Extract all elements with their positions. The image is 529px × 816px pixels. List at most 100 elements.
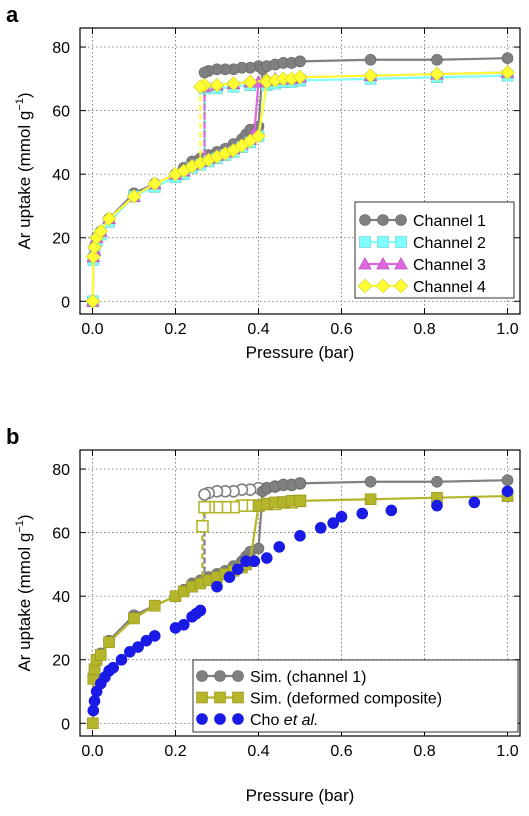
- panel-b-x-tick-label: 0.8: [413, 743, 435, 760]
- panel-b-y-tick-label: 0: [61, 716, 70, 733]
- series-sim-deformed-composite-desorption-point: [198, 500, 211, 514]
- series-sim-deformed-composite-desorption-point: [196, 519, 209, 533]
- series-channel-4-adsorption-point: [126, 189, 142, 204]
- legend-label: Channel 3: [413, 257, 486, 274]
- legend-entry-channel-3: Channel 3: [358, 257, 486, 274]
- legend-marker: [395, 236, 407, 248]
- series-cho-et-al-point: [501, 485, 514, 498]
- series-sim-deformed-composite: [87, 490, 514, 730]
- legend-marker: [394, 257, 408, 270]
- panel-b-y-tick-label: 40: [52, 589, 70, 606]
- legend-marker: [358, 257, 372, 270]
- panel-a-x-tick-label: 0.4: [247, 321, 269, 338]
- panel-b-x-tick-label: 0.4: [247, 743, 269, 760]
- series-cho-et-al-point: [132, 641, 144, 653]
- series-sim-deformed-composite-adsorption-point: [128, 612, 140, 625]
- series-channel-4-adsorption-point: [87, 239, 102, 255]
- panel-b-y-axis-label: Ar uptake (mmol g−1): [14, 514, 34, 671]
- series-channel-4-desorption-point: [209, 77, 225, 93]
- series-sim-channel-1-adsorption-point: [294, 477, 306, 490]
- series-channel-4-adsorption-point: [93, 224, 109, 239]
- panel-a-series: [85, 52, 515, 309]
- legend-entry-channel-2: Channel 2: [359, 235, 486, 252]
- series-cho-et-al-point: [248, 555, 261, 568]
- series-cho-et-al-point: [211, 580, 223, 593]
- series-cho-et-al-point: [314, 522, 327, 534]
- series-cho-et-al-point: [88, 695, 101, 707]
- series-channel-1-adsorption-point: [294, 55, 306, 68]
- series-cho-et-al: [87, 485, 514, 717]
- panel-a-y-tick-label: 80: [52, 40, 70, 57]
- series-sim-deformed-composite-adsorption-point: [148, 599, 161, 612]
- legend-marker: [393, 278, 409, 294]
- series-cho-et-al-point: [260, 552, 273, 564]
- series-sim-channel-1-adsorption-point: [501, 474, 514, 486]
- series-sim-channel-1-adsorption-point: [364, 475, 377, 488]
- legend-marker: [232, 713, 244, 725]
- series-channel-1-adsorption-point: [431, 53, 443, 66]
- legend-marker: [395, 214, 407, 226]
- panel-b-y-tick-label: 80: [52, 462, 70, 479]
- series-sim-deformed-composite-adsorption-point: [87, 717, 99, 730]
- panel-a-x-tick-label: 0.2: [164, 321, 186, 338]
- series-cho-et-al-point: [107, 661, 120, 674]
- legend-label: Cho et al.: [250, 712, 318, 729]
- legend-marker: [214, 691, 226, 704]
- panel-b-y-tick-label: 20: [52, 653, 70, 670]
- legend-entry-sim-channel-1: Sim. (channel 1): [196, 669, 367, 686]
- legend-label: Channel 1: [413, 213, 486, 230]
- panel-a-ticks: 0.0 0.2 0.4 0.6 0.8 1.0 0 20 40 60 80: [52, 28, 520, 338]
- panel-b-x-axis-label: Pressure (bar): [246, 786, 355, 805]
- series-channel-4-adsorption-point: [363, 68, 378, 83]
- legend-label: Sim. (channel 1): [250, 669, 367, 686]
- panel-a-grid: [80, 28, 520, 314]
- series-sim-channel-1-desorption-point: [198, 488, 211, 501]
- panel-b-y-tick-label: 60: [52, 526, 70, 543]
- legend-label: Sim. (deformed composite): [250, 691, 442, 708]
- series-channel-4-desorption-point: [242, 74, 258, 90]
- series-channel-4-adsorption-point: [147, 176, 163, 192]
- legend-marker: [232, 691, 244, 704]
- panel-a-axes-frame: [79, 27, 521, 315]
- series-cho-et-al-point: [468, 496, 481, 509]
- panel-a-x-tick-label: 0.6: [330, 321, 352, 338]
- legend-label: Channel 2: [413, 235, 486, 252]
- series-sim-channel-1-adsorption-point: [252, 542, 265, 555]
- series-cho-et-al-point: [194, 604, 207, 617]
- panel-b-ticks: 0.0 0.2 0.4 0.6 0.8 1.0 0 20 40 60 80: [52, 450, 520, 760]
- legend-marker: [357, 278, 373, 294]
- panel-b-legend: Sim. (channel 1) Sim. (deformed composite…: [192, 659, 519, 733]
- series-sim-deformed-composite-adsorption-point: [364, 493, 377, 506]
- series-sim-deformed-composite-adsorption-point: [294, 495, 306, 507]
- legend-marker: [214, 713, 226, 725]
- series-cho-et-al-point: [87, 704, 100, 717]
- series-channel-4-adsorption-point: [85, 249, 101, 265]
- series-cho-et-al-point: [327, 517, 340, 529]
- legend-marker: [377, 236, 389, 248]
- panel-a-y-tick-label: 20: [52, 231, 70, 248]
- series-channel-4-desorption-point: [226, 76, 241, 91]
- panel-a-x-tick-label: 1.0: [496, 321, 518, 338]
- series-channel-4: [85, 65, 515, 309]
- panel-b-label: b: [6, 424, 19, 449]
- series-channel-4-desorption-point: [193, 79, 208, 95]
- panel-b-x-tick-label: 0.6: [330, 743, 352, 760]
- legend-entry-channel-1: Channel 1: [359, 213, 486, 230]
- series-cho-et-al-point: [431, 499, 443, 512]
- series-channel-4-adsorption-point: [101, 211, 117, 226]
- series-cho-et-al-point: [273, 541, 286, 553]
- panel-a-x-axis-label: Pressure (bar): [246, 343, 355, 362]
- legend-marker: [196, 691, 208, 704]
- legend-entry-sim-deformed-composite: Sim. (deformed composite): [196, 691, 442, 708]
- legend-marker: [232, 670, 244, 682]
- legend-marker: [376, 257, 390, 270]
- series-cho-et-al-point: [223, 571, 236, 583]
- series-cho-et-al-point: [335, 510, 348, 523]
- legend-marker: [214, 670, 226, 682]
- legend-marker: [359, 236, 371, 248]
- series-channel-4-adsorption-point: [500, 65, 515, 80]
- series-cho-et-al-point: [177, 618, 190, 631]
- panel-a-y-tick-label: 60: [52, 104, 70, 121]
- series-channel-4-adsorption-point: [292, 69, 308, 85]
